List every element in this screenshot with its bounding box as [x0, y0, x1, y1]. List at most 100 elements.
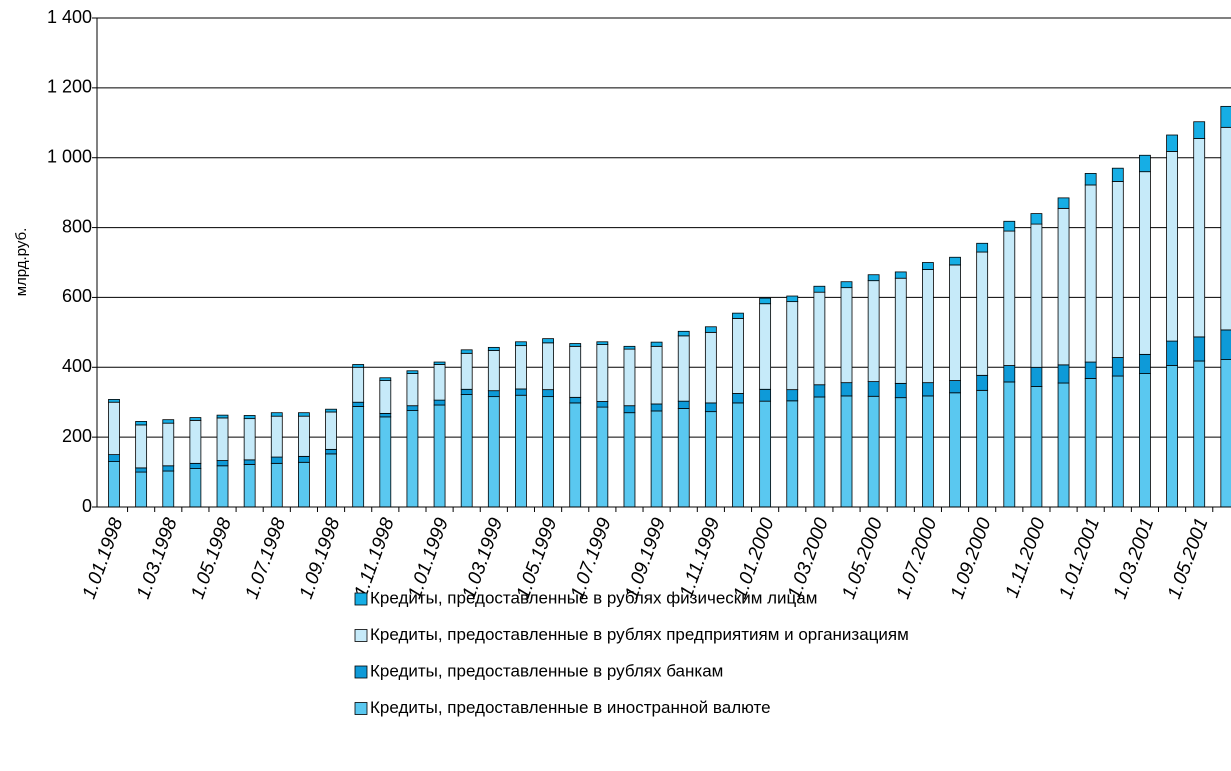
bar-segment: [460, 394, 473, 508]
bar-segment: [922, 395, 934, 508]
y-tick-label: 800: [62, 216, 92, 236]
bar-segment: [596, 341, 609, 345]
x-tick-label: 1.07.2000: [893, 515, 942, 602]
x-tick-label: 1.09.1998: [296, 515, 345, 602]
bar-segment: [270, 462, 283, 508]
bar-segment: [732, 402, 744, 508]
bar-segment: [352, 401, 365, 407]
bar-segment: [515, 341, 527, 347]
bar-segment: [162, 470, 175, 508]
legend-swatch: [354, 702, 368, 715]
bar-segment: [867, 274, 880, 282]
bar-segment: [1003, 381, 1016, 508]
bar-segment: [677, 400, 690, 409]
bar-segment: [1139, 373, 1151, 508]
bar-segment: [650, 345, 663, 405]
bar-segment: [1003, 365, 1016, 383]
bar-segment: [542, 338, 554, 344]
legend-label: Кредиты, предоставленные в рублях банкам: [370, 661, 723, 680]
bar-segment: [243, 418, 256, 461]
bar-segment: [894, 277, 907, 384]
bar-segment: [298, 415, 310, 457]
bar-segment: [460, 352, 473, 390]
bar-segment: [243, 415, 256, 420]
x-tick-label: 1.03.1998: [133, 515, 182, 602]
bar-segment: [867, 381, 880, 397]
bar-segment: [515, 388, 527, 396]
bar-segment: [759, 303, 772, 390]
bar-segment: [487, 390, 500, 398]
bar-segment: [732, 312, 744, 319]
bar-segment: [216, 465, 229, 508]
bar-segment: [1030, 386, 1043, 508]
bar-segment: [813, 396, 826, 508]
bar-segment: [406, 373, 419, 407]
bar-segment: [1193, 360, 1206, 508]
bar-segment: [813, 291, 826, 386]
bar-segment: [1139, 353, 1151, 374]
y-tick-label: 0: [82, 496, 92, 516]
bar-segment: [189, 462, 202, 469]
bar-segment: [108, 461, 120, 508]
bar-segment: [135, 467, 148, 473]
bar-segment: [1003, 220, 1016, 232]
bar-segment: [894, 397, 907, 508]
bar-segment: [840, 395, 853, 508]
bar-segment: [352, 406, 365, 508]
bar-segment: [786, 295, 799, 303]
bar-segment: [732, 393, 744, 404]
bar-segment: [298, 455, 310, 463]
bar-segment: [569, 396, 582, 404]
bar-segment: [759, 297, 772, 305]
legend-label: Кредиты, предоставленные в рублях физиче…: [370, 588, 817, 607]
x-tick-label: 1.07.1998: [242, 515, 291, 602]
bar-segment: [352, 366, 365, 403]
bar-segment: [949, 256, 961, 266]
bar-segment: [270, 415, 283, 458]
bar-segment: [569, 343, 582, 347]
y-tick-label: 1 000: [47, 146, 92, 166]
x-tick-label: 1.01.2001: [1055, 515, 1104, 602]
bar-segment: [1220, 329, 1231, 361]
bar-segment: [162, 465, 175, 472]
bar-segment: [1166, 134, 1178, 152]
bar-segment: [569, 345, 582, 398]
x-tick-label: 1.01.1998: [79, 515, 128, 602]
bar-segment: [894, 271, 907, 279]
bar-segment: [135, 424, 148, 469]
bar-segment: [189, 468, 202, 508]
bar-segment: [623, 345, 636, 350]
bar-segment: [108, 401, 120, 456]
x-tick-label: 1.05.1998: [187, 515, 236, 602]
bar-segment: [569, 402, 582, 508]
y-axis-label: млрд.руб.: [13, 228, 30, 297]
bar-segment: [460, 388, 473, 395]
bar-segment: [1003, 230, 1016, 366]
bar-segment: [1193, 336, 1206, 362]
bar-segment: [1139, 154, 1151, 173]
bar-segment: [379, 377, 392, 381]
bar-segment: [1084, 184, 1097, 363]
bar-segment: [433, 399, 446, 406]
bar-segment: [623, 405, 636, 414]
bar-segment: [379, 380, 392, 414]
bar-segment: [515, 345, 527, 390]
bar-segment: [433, 364, 446, 401]
x-tick-label: 1.03.2001: [1110, 515, 1159, 602]
bar-segment: [135, 471, 148, 508]
bar-segment: [922, 269, 934, 384]
x-tick-label: 1.05.2000: [838, 515, 887, 602]
bar-segment: [840, 287, 853, 384]
bar-segment: [976, 242, 989, 253]
bar-segment: [406, 405, 419, 411]
bar-segment: [243, 463, 256, 508]
bar-segment: [596, 401, 609, 408]
legend-swatch: [354, 665, 368, 679]
legend-label: Кредиты, предоставленные в иностранной в…: [370, 698, 771, 717]
bar-segment: [1084, 361, 1097, 379]
bar-segment: [325, 408, 337, 413]
bar-segment: [1084, 378, 1097, 508]
bar-segment: [786, 400, 799, 508]
bar-segment: [677, 330, 690, 337]
